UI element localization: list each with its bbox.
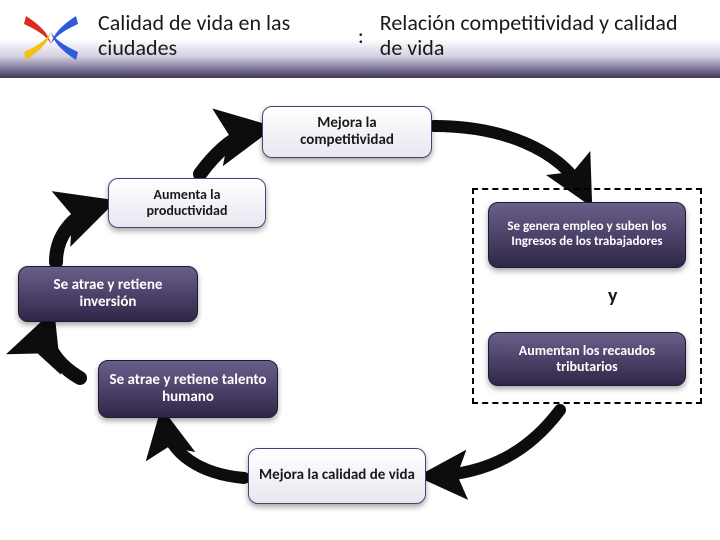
title-separator: : (358, 22, 364, 49)
node-atrae-inv: Se atrae y retiene inversión (18, 266, 198, 322)
title-left: Calidad de vida en las ciudades (98, 10, 342, 61)
node-genera-empleo: Se genera empleo y suben los Ingresos de… (488, 202, 686, 268)
group-conjunction: y (608, 284, 617, 308)
title-right: Relación competitividad y calidad de vid… (380, 10, 704, 61)
arrow-vida-to-talento (164, 422, 244, 478)
arrow-talento-to-inv (47, 326, 80, 378)
arrow-comp-to-empleo (434, 126, 585, 194)
arrow-prod-to-comp (200, 130, 258, 174)
node-mejora-comp: Mejora la competitividad (262, 106, 432, 158)
arrow-recaudos-to-vida (432, 410, 560, 476)
cycle-diagram: y Mejora la competitividad Aumenta la pro… (0, 78, 720, 540)
node-mejora-vida: Mejora la calidad de vida (248, 448, 426, 504)
arrow-inv-to-prod (56, 206, 100, 262)
node-recaudos: Aumentan los recaudos tributarios (488, 332, 686, 386)
slide-header: Calidad de vida en las ciudades : Relaci… (0, 0, 720, 78)
logo (16, 10, 86, 65)
node-aumenta-prod: Aumenta la productividad (108, 178, 266, 228)
node-atrae-talento: Se atrae y retiene talento humano (98, 360, 278, 418)
title-block: Calidad de vida en las ciudades : Relaci… (98, 10, 704, 61)
